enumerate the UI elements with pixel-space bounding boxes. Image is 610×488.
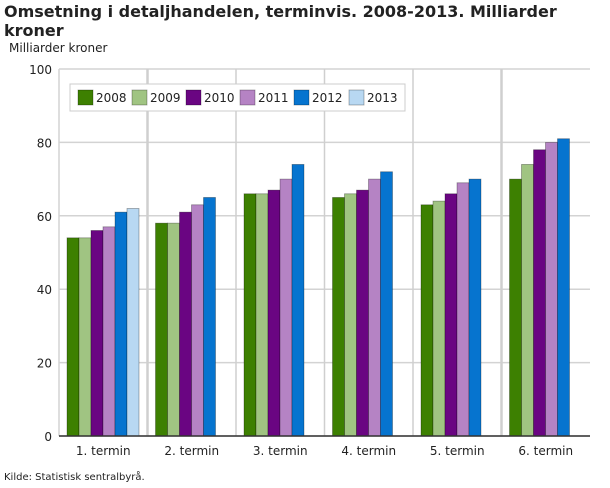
legend-label: 2009	[150, 91, 181, 105]
x-tick-label: 4. termin	[341, 444, 396, 458]
bar-2009-6	[521, 164, 534, 437]
chart-title: Omsetning i detaljhandelen, terminvis. 2…	[4, 2, 557, 40]
bar-2009-3	[255, 193, 269, 437]
bar-2012-5	[468, 178, 482, 437]
legend-swatch-2008	[77, 89, 94, 106]
bar-2008-1	[66, 237, 80, 437]
bar-2009-4	[344, 193, 357, 437]
bar-2012-6	[557, 138, 570, 437]
x-tick-label: 5. termin	[430, 444, 485, 458]
bar-2009-2	[167, 222, 180, 437]
legend-label: 2013	[367, 91, 398, 105]
bar-2011-1	[102, 226, 116, 437]
bar-2012-1	[114, 211, 128, 437]
bar-2008-2	[155, 222, 168, 437]
x-tick-label: 3. termin	[253, 444, 308, 458]
bar-2010-6	[533, 149, 546, 437]
y-tick-label: 0	[44, 430, 52, 444]
legend-swatch-2009	[131, 89, 148, 106]
legend-label: 2010	[204, 91, 235, 105]
y-tick-label: 100	[29, 63, 52, 77]
bar-2008-4	[332, 197, 345, 437]
bar-2011-3	[279, 178, 293, 437]
bar-2012-2	[203, 197, 216, 437]
bar-2012-3	[291, 164, 305, 437]
bar-2010-5	[444, 193, 458, 437]
x-tick-label: 2. termin	[164, 444, 219, 458]
y-tick-label: 80	[37, 136, 52, 150]
bar-2009-5	[432, 200, 446, 437]
bar-2013-1	[126, 208, 140, 437]
legend: 2008 2009 2010 2011 2012 2013	[69, 83, 406, 112]
legend-swatch-2011	[239, 89, 256, 106]
bar-2008-3	[243, 193, 257, 437]
legend-swatch-2013	[348, 89, 365, 106]
bar-2011-2	[191, 204, 204, 437]
x-tick-label: 1. termin	[76, 444, 131, 458]
bar-2011-5	[456, 182, 470, 437]
y-tick-label: 20	[37, 357, 52, 371]
legend-label: 2011	[258, 91, 289, 105]
bar-2010-2	[179, 211, 192, 437]
bar-2011-4	[368, 178, 381, 437]
bar-2008-6	[509, 178, 522, 437]
y-tick-label: 60	[37, 210, 52, 224]
legend-label: 2008	[96, 91, 127, 105]
legend-swatch-2010	[185, 89, 202, 106]
bar-2010-4	[356, 189, 369, 437]
bar-2008-5	[420, 204, 434, 437]
bar-2009-1	[78, 237, 92, 437]
bar-2012-4	[380, 171, 393, 437]
y-axis-label: Milliarder kroner	[9, 41, 108, 55]
source-note: Kilde: Statistisk sentralbyrå.	[4, 472, 145, 483]
bar-2011-6	[545, 141, 558, 437]
bar-2010-3	[267, 189, 281, 437]
x-tick-label: 6. termin	[518, 444, 573, 458]
y-tick-label: 40	[37, 283, 52, 297]
legend-swatch-2012	[293, 89, 310, 106]
bar-2010-1	[90, 230, 104, 437]
legend-label: 2012	[312, 91, 343, 105]
